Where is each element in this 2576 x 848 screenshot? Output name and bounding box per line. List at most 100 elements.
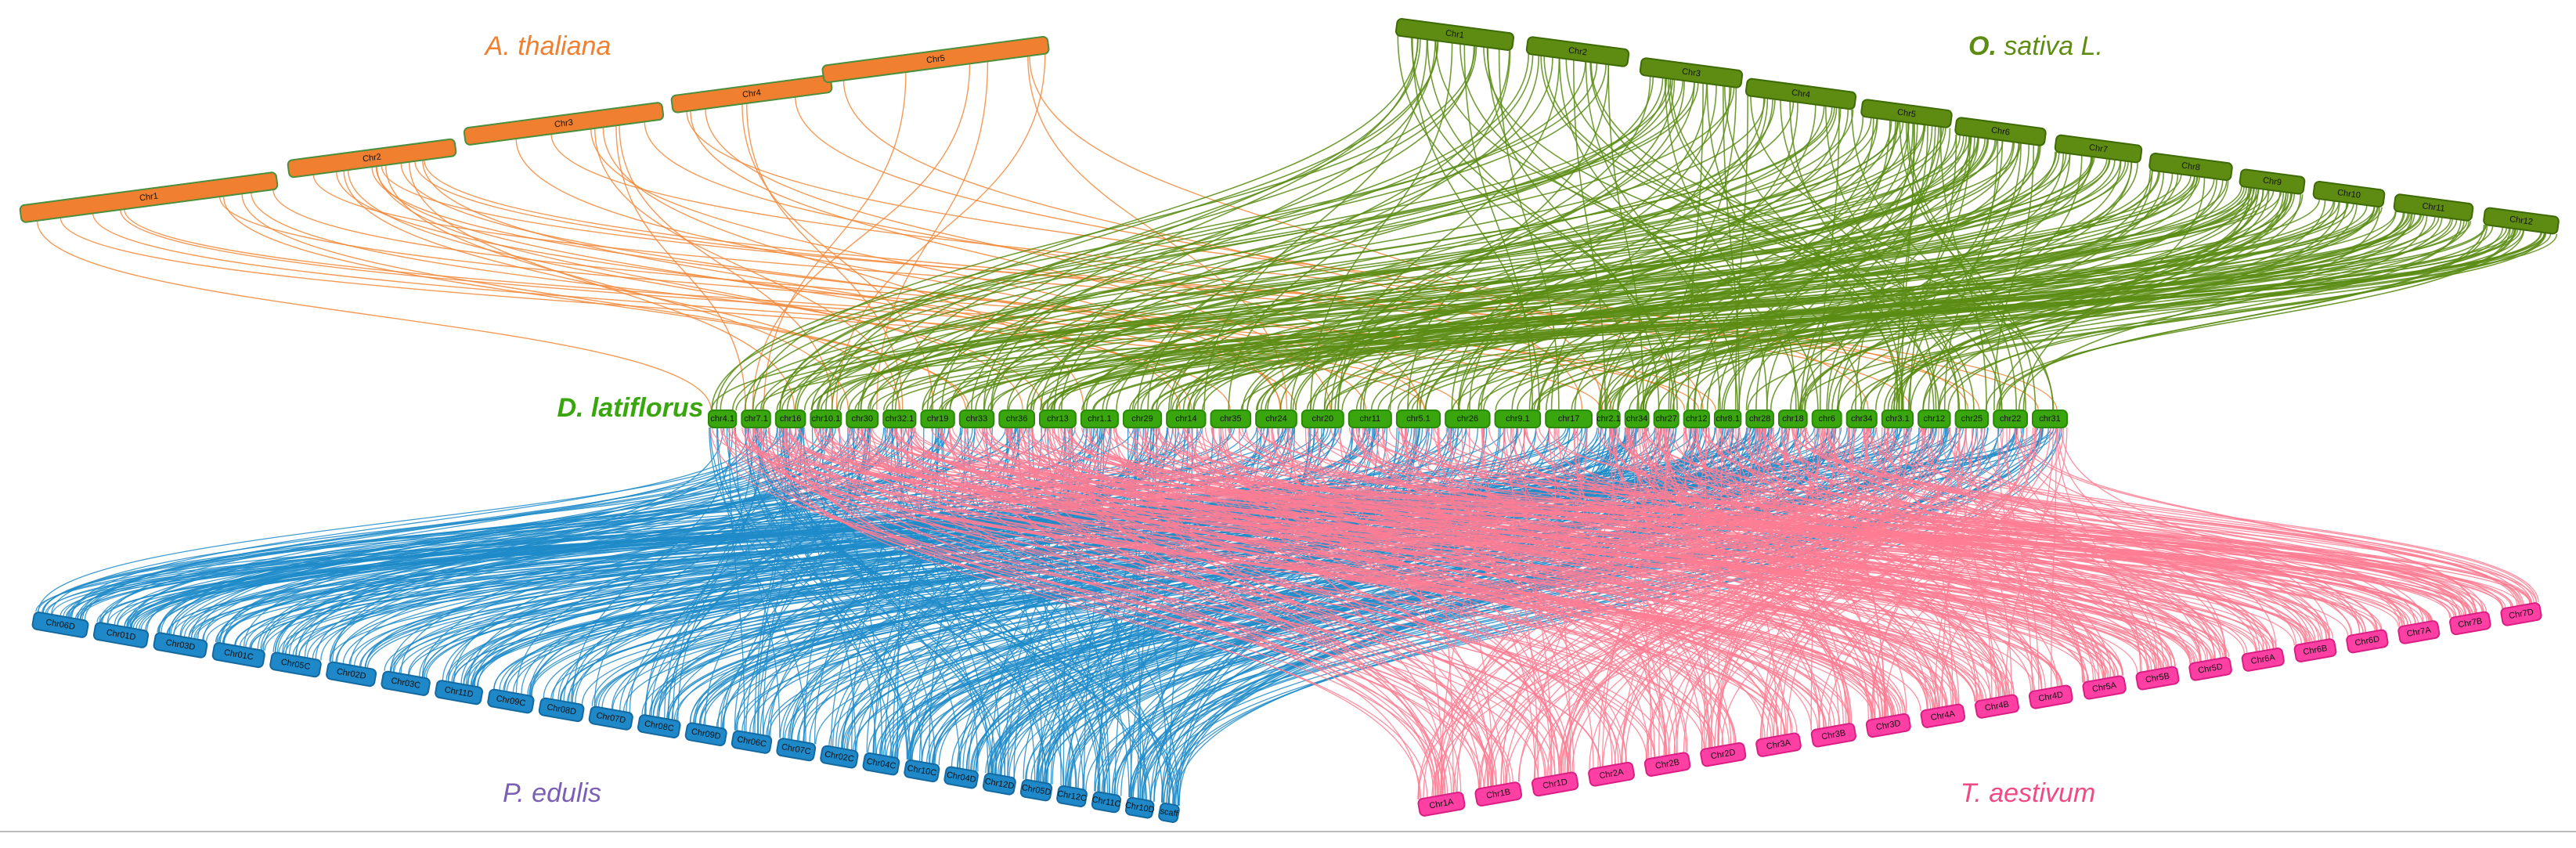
rice-link-222 [926, 78, 1673, 411]
chromosome-block [670, 74, 833, 114]
wheat-chromosome-chr7d: Chr7D [2500, 602, 2542, 626]
wheat-link-406 [1425, 427, 1556, 776]
wheat-link-141 [769, 427, 1428, 798]
bamboo-chromosome-chr34: chr34 [1624, 410, 1650, 428]
rice-chromosome-chr7: Chr7 [2054, 134, 2143, 164]
chromosome-block [1417, 791, 1466, 817]
rice-link-296 [1451, 83, 1708, 411]
arabidopsis-species-label: A. thaliana [484, 31, 612, 61]
bamboo-chromosome-chr12: chr12 [1683, 410, 1710, 428]
chromosome-label: Chr3D [1875, 719, 1901, 732]
rice-label-rest: sativa L. [1997, 31, 2103, 61]
wheat-link-516 [964, 427, 1494, 787]
rice-species-label: O. sativa L. [1968, 31, 2103, 61]
wheat-link-476 [1020, 427, 1850, 724]
moso-chromosome-chr11d: Chr11D [435, 680, 483, 705]
wheat-link-157 [1563, 427, 1790, 774]
rice-link-267 [1498, 49, 1560, 411]
chromosome-block [904, 759, 940, 783]
wheat-link-319 [983, 427, 1420, 799]
chromosome-label: chr29 [1131, 414, 1153, 424]
wheat-chromosome-chr3d: Chr3D [1865, 713, 1911, 738]
chromosome-block [1777, 410, 1808, 428]
wheat-link-449 [1923, 427, 2327, 641]
rice-link-237 [1061, 56, 1553, 411]
moso-link-425 [839, 427, 1047, 784]
chromosome-block [1525, 36, 1630, 67]
moso-link-430 [42, 427, 1135, 613]
moso-link-126 [38, 427, 785, 612]
chromosome-label: Chr5 [1896, 107, 1916, 119]
chromosome-label: Chr1 [1445, 28, 1464, 40]
wheat-chromosome-chr2a: Chr2A [1588, 761, 1635, 787]
chromosome-label: chr12 [1686, 414, 1708, 424]
wheat-link-142 [745, 427, 1786, 735]
chromosome-label: chr20 [1312, 414, 1334, 424]
wheat-link-384 [1398, 427, 2504, 609]
chromosome-block [1745, 410, 1774, 428]
rice-link-259 [1571, 191, 2281, 411]
rice-link-59 [891, 41, 1438, 411]
wheat-link-345 [1238, 427, 2412, 626]
rice-link-179 [1723, 85, 1741, 411]
wheat-link-321 [1818, 427, 2028, 730]
bamboo-chromosome-chr33: chr33 [958, 410, 995, 428]
wheat-link-488 [1262, 427, 1627, 763]
chromosome-label: Chr4 [1791, 88, 1810, 99]
wheat-link-503 [986, 427, 1819, 730]
wheat-link-487 [709, 427, 1655, 758]
wheat-link-364 [1716, 427, 2004, 697]
rice-link-218 [760, 135, 1971, 411]
bamboo-chromosome-chr27: chr27 [1653, 410, 1679, 428]
chromosome-label: Chr5D [2197, 662, 2223, 676]
wheat-link-479 [728, 427, 1906, 714]
wheat-link-397 [1437, 427, 1454, 794]
wheat-link-484 [1401, 427, 1872, 720]
chromosome-block [1810, 723, 1856, 748]
rice-chromosome-chr11: Chr11 [2393, 193, 2474, 222]
chromosome-block [2397, 620, 2441, 644]
chromosome-block [958, 410, 995, 428]
chromosome-block [821, 35, 1050, 84]
moso-link-23 [756, 427, 1151, 801]
moso-chromosome-chr04c: Chr04C [862, 752, 900, 776]
bamboo-chromosome-chr20: chr20 [1301, 410, 1344, 428]
rice-link-258 [781, 176, 2199, 411]
wheat-link-434 [814, 427, 2106, 679]
wheat-link-264 [1405, 427, 1443, 796]
wheat-link-200 [1892, 427, 2416, 625]
rice-link-292 [1640, 193, 2296, 411]
chromosome-label: chr10.1 [811, 414, 840, 424]
chromosome-label: chr18 [1782, 414, 1804, 424]
wheat-link-452 [940, 427, 2191, 664]
arabidopsis-link-8 [763, 72, 907, 411]
wheat-link-480 [1887, 427, 2539, 603]
chromosome-block [31, 611, 89, 638]
wheat-link-413 [1795, 427, 2010, 696]
wheat-link-17 [1868, 427, 2538, 603]
wheat-link-316 [1625, 427, 1870, 763]
chromosome-block [1056, 785, 1088, 807]
wheat-link-293 [1781, 427, 2107, 679]
wheat-link-310 [1006, 427, 1798, 733]
wheat-link-244 [795, 427, 1422, 799]
chromosome-block [1881, 410, 1914, 428]
bamboo-chromosome-chr2-1: chr2.1 [1596, 410, 1621, 428]
rice-link-278 [1799, 170, 2151, 411]
wheat-link-459 [1641, 427, 2046, 690]
moso-link-476 [138, 427, 1463, 630]
chromosome-label: chr28 [1749, 414, 1771, 424]
chromosome-block [774, 410, 806, 428]
chromosome-block [1845, 410, 1878, 428]
chromosome-label: chr27 [1655, 414, 1677, 424]
rice-link-211 [1370, 188, 2260, 411]
chromosome-block [1860, 99, 1953, 128]
wheat-link-389 [1510, 427, 1928, 710]
wheat-link-511 [1602, 427, 1977, 767]
rice-link-274 [1831, 171, 2165, 411]
bamboo-chromosome-chr3-1: chr3.1 [1881, 410, 1914, 428]
chromosome-block [846, 410, 879, 428]
rice-link-10 [1309, 153, 2067, 411]
chromosome-block [287, 138, 457, 179]
bamboo-chromosome-chr12: chr12 [1918, 410, 1951, 428]
